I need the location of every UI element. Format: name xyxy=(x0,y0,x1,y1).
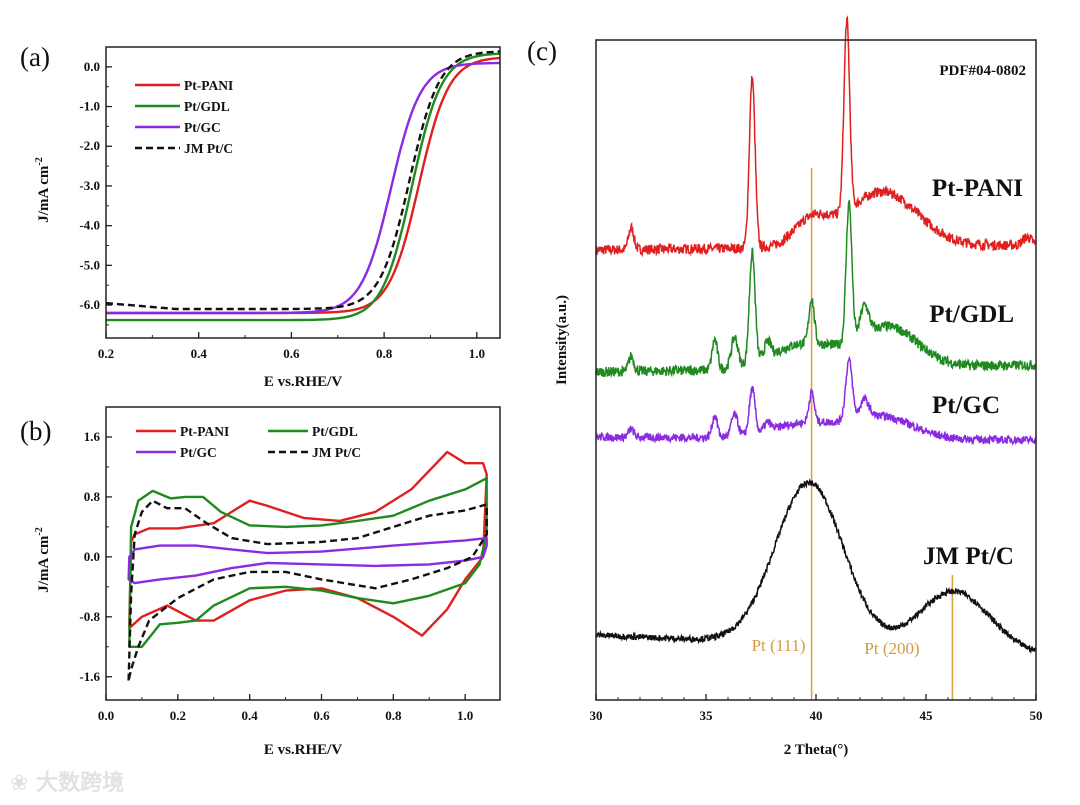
xrd-curve-pt-gdl xyxy=(595,199,1037,379)
panel-b-xtick-label: 0.8 xyxy=(385,708,402,723)
legend-label: Pt/GDL xyxy=(312,424,358,439)
panel-b-ylabel: J/mA cm-2 xyxy=(34,527,52,592)
panel-b-ylabel-sup: -2 xyxy=(34,527,45,535)
panel-c-frame xyxy=(595,39,1037,701)
cv-curve-pt-pani xyxy=(128,450,488,637)
panel-a-ytick-label: -2.0 xyxy=(79,138,100,153)
panel-a-ytick-label: -3.0 xyxy=(79,178,100,193)
panel-a-xtick-label: 0.2 xyxy=(98,346,114,361)
panel-b-ylabel-text: J/mA cm xyxy=(36,535,52,593)
xrd-curve-jm-pt-c xyxy=(595,478,1037,654)
panel-b-ytick-label: 0.0 xyxy=(84,549,100,564)
panel-b-ytick-label: -1.6 xyxy=(79,669,100,684)
panel-a-xtick-label: 0.4 xyxy=(191,346,208,361)
xrd-series-label: JM Pt/C xyxy=(923,543,1014,570)
panel-c-xtick-label: 40 xyxy=(810,708,823,723)
panel-a-plot: 0.2 0.4 0.6 0.8 1.0 0.0 -1.0 -2.0 -3.0 -4.0 -5.0 -6… xyxy=(79,46,500,361)
panel-b-xtick-label: 0.6 xyxy=(313,708,330,723)
panel-a-xtick-label: 1.0 xyxy=(469,346,485,361)
panel-a-frame xyxy=(105,46,501,339)
panel-a-xtick-label: 0.8 xyxy=(376,346,393,361)
lsv-curve-jm-pt-c xyxy=(106,50,500,311)
panel-c-ylabel: Intensity(a.u.) xyxy=(554,295,570,385)
watermark-text: 大数跨境 xyxy=(36,770,124,796)
panel-b-ytick-label: -0.8 xyxy=(79,609,100,624)
panel-b-xtick-label: 0.2 xyxy=(170,708,186,723)
panel-b-ytick-label: 1.6 xyxy=(84,429,101,444)
legend-label: Pt-PANI xyxy=(180,424,229,439)
panel-a-ytick-label: -4.0 xyxy=(79,218,100,233)
panel-a-ylabel: J/mA cm-2 xyxy=(34,157,52,222)
panel-c-xtick-label: 35 xyxy=(700,708,714,723)
reference-card-label: PDF#04-0802 xyxy=(939,63,1026,79)
reference-label-pt-111: Pt (111) xyxy=(752,636,806,655)
watermark: ❀ 大数跨境 xyxy=(10,770,124,796)
legend-label: Pt/GC xyxy=(180,445,217,460)
reference-label-pt-200: Pt (200) xyxy=(864,639,919,658)
legend-label: Pt/GC xyxy=(184,120,221,135)
panel-label-b: (b) xyxy=(20,416,51,446)
lsv-curve-pt-gdl xyxy=(106,52,500,322)
panel-b-legend: Pt-PANI Pt/GDL Pt/GC JM Pt/C xyxy=(136,424,361,460)
panel-a-ylabel-sup: -2 xyxy=(34,157,45,165)
panel-b-xtick-label: 0.0 xyxy=(98,708,114,723)
panel-c-xtick-label: 45 xyxy=(920,708,934,723)
panel-b-plot: 0.0 0.2 0.4 0.6 0.8 1.0 1.6 0.8 0.0 -0.8 -1.6 xyxy=(79,406,488,723)
panel-a-xtick-label: 0.6 xyxy=(283,346,300,361)
legend-label: Pt/GDL xyxy=(184,99,230,114)
panel-b-xtick-label: 1.0 xyxy=(457,708,473,723)
legend-label: JM Pt/C xyxy=(312,445,361,460)
xrd-curve-pt-gc xyxy=(595,355,1037,446)
panel-a-legend: Pt-PANI Pt/GDL Pt/GC JM Pt/C xyxy=(135,78,233,156)
panel-b-xtick-label: 0.4 xyxy=(242,708,259,723)
lsv-curve-pt-pani xyxy=(106,56,500,315)
panel-label-c: (c) xyxy=(527,36,557,66)
panel-a-ytick-label: -5.0 xyxy=(79,257,100,272)
panel-c-xlabel: 2 Theta(°) xyxy=(784,742,848,758)
xrd-series-label: Pt-PANI xyxy=(932,175,1023,202)
panel-a: (a) 0.2 0.4 0.6 0.8 1.0 0.0 -1.0 -2.0 -3.0 -4.0 -5… xyxy=(20,42,501,390)
cv-curve-pt-gdl xyxy=(128,477,488,648)
panel-c-xtick-label: 30 xyxy=(590,708,603,723)
panel-a-ytick-label: -1.0 xyxy=(79,99,100,114)
panel-a-ytick-label: 0.0 xyxy=(84,59,100,74)
panel-b-frame xyxy=(105,406,501,701)
xrd-series-label: Pt/GC xyxy=(932,392,1000,419)
panel-b-xlabel: E vs.RHE/V xyxy=(264,742,343,758)
legend-label: Pt-PANI xyxy=(184,78,233,93)
panel-c-plot: 30 35 40 45 50 Pt (111) Pt (200) Pt-PANI Pt/GDL P… xyxy=(590,15,1043,723)
xrd-series-label: Pt/GDL xyxy=(929,301,1014,328)
panel-c-xtick-label: 50 xyxy=(1030,708,1043,723)
panel-b-ytick-label: 0.8 xyxy=(84,489,101,504)
cv-curve-jm-pt-c xyxy=(127,499,488,682)
panel-c: (c) 30 35 40 45 50 Pt (111) Pt (200) Pt-PANI Pt/… xyxy=(527,15,1043,758)
legend-label: JM Pt/C xyxy=(184,141,233,156)
cv-curve-pt-gc xyxy=(127,536,488,585)
panel-a-ylabel-text: J/mA cm xyxy=(36,165,52,223)
panel-a-xlabel: E vs.RHE/V xyxy=(264,374,343,390)
panel-label-a: (a) xyxy=(20,42,50,72)
xrd-curve-pt-pani xyxy=(595,15,1036,258)
lsv-curve-pt-gc xyxy=(106,61,500,315)
panel-a-ytick-label: -6.0 xyxy=(79,297,100,312)
panel-b: (b) 0.0 0.2 0.4 0.6 0.8 1.01.60.80.0-0.8-1.6 … xyxy=(20,406,501,758)
